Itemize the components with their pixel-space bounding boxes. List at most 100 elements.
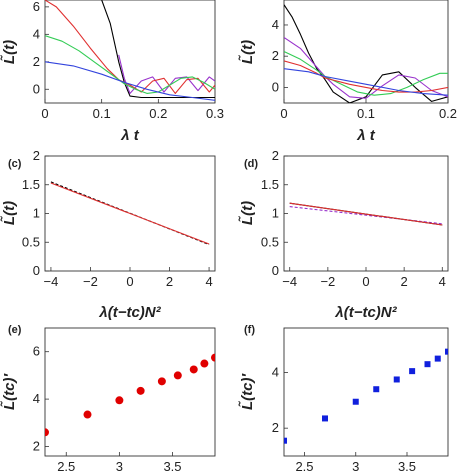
- panel-e-frame: [44, 327, 216, 457]
- panel-b-series-2-line: [284, 51, 448, 96]
- panel-f-ytick-label: 4: [272, 365, 279, 380]
- panel-a-frame: [44, 0, 216, 104]
- panel-a: 0 0.1 0.2 0.3 0 2 4 6 λ t L̃(t): [0, 0, 224, 144]
- panel-d-ytick-label: 1.5: [261, 177, 279, 192]
- panel-f: (f) 2.5 3 3.5 2 4 L̃(tc)′: [238, 324, 449, 474]
- panel-f-xtick-label: 3.5: [398, 459, 416, 474]
- panel-d-xtick-label: 2: [401, 274, 408, 289]
- panel-e-xtick-label: 3.5: [163, 459, 181, 474]
- panel-f-frame: [283, 327, 449, 457]
- panel-a-xtick-label: 0.1: [93, 106, 111, 121]
- panel-a-series-2-line: [45, 0, 215, 94]
- panel-c-ytick-label: 0: [33, 263, 40, 278]
- panel-c-ytick-label: 1.5: [22, 177, 40, 192]
- panel-f-ticks: 2.5 3 3.5 2 4: [272, 365, 416, 474]
- panel-e-label: (e): [8, 324, 22, 336]
- panel-a-xtick-label: 0.3: [206, 106, 224, 121]
- panel-f-point: [322, 415, 328, 422]
- panel-a-xlabel: λ t: [120, 127, 140, 144]
- panel-b-xtick-label: 0.2: [439, 106, 457, 121]
- panel-f-ytick-label: 2: [272, 420, 279, 435]
- panel-d-ytick-label: 0: [272, 263, 279, 278]
- panel-a-ytick-label: 4: [33, 26, 40, 41]
- panel-f-point: [393, 376, 400, 383]
- panel-c-ylabel: L̃(t): [0, 201, 18, 225]
- panel-e-point: [115, 396, 124, 405]
- panel-f-xtick-label: 3: [352, 459, 359, 474]
- panel-c-series-1-line: [50, 182, 210, 245]
- panel-e-ytick-label: 4: [33, 391, 40, 406]
- panel-f-series: [284, 348, 448, 444]
- panel-f-point: [409, 368, 416, 375]
- panel-b-xtick-label: 0: [280, 106, 287, 121]
- panel-d-ytick-label: 2: [272, 148, 279, 163]
- panel-a-series-4-line: [45, 61, 215, 101]
- panel-a-ytick-label: 0: [33, 81, 40, 96]
- panel-f-point: [352, 398, 359, 405]
- panel-a-series: [45, 0, 215, 101]
- panel-e-point: [136, 386, 145, 395]
- panel-f-xtick-label: 2.5: [295, 459, 313, 474]
- panel-a-series-0-line: [101, 0, 215, 99]
- panel-e-ticks: 2.5 3 3.5 2 4 6: [33, 344, 182, 474]
- panel-d-xtick-label: −2: [320, 274, 335, 289]
- panel-e-ytick-label: 2: [33, 439, 40, 454]
- panel-f-point: [445, 348, 448, 355]
- panel-d-ticks: −4 −2 0 2 4 0 0.5 1 1.5 2: [261, 148, 446, 289]
- panel-d-xtick-label: 4: [439, 274, 446, 289]
- panel-c-xtick-label: 2: [166, 274, 173, 289]
- panel-d-ylabel: L̃(t): [238, 201, 256, 225]
- panel-b-xtick-label: 0.1: [357, 106, 375, 121]
- panel-b-ylabel: L̃(t): [238, 40, 256, 64]
- panel-c-xtick-label: −4: [44, 274, 59, 289]
- panel-f-point: [424, 361, 431, 368]
- panel-e: (e) 2.5 3 3.5 2 4 6 L̃(tc)′: [0, 324, 216, 474]
- panel-c-xlabel: λ(t−tc)N²: [98, 304, 161, 321]
- panel-f-point: [373, 386, 380, 393]
- panel-c-label: (c): [8, 158, 22, 170]
- panel-d-xlabel: λ(t−tc)N²: [334, 304, 397, 321]
- panel-d-xtick-label: 0: [362, 274, 369, 289]
- panel-e-point: [45, 428, 49, 437]
- panel-a-xtick-label: 0: [41, 106, 48, 121]
- panel-e-point: [157, 377, 166, 386]
- panel-b: 0 0.1 0.2 0 2 4 λ t L̃(t): [238, 0, 457, 144]
- panel-f-label: (f): [244, 324, 255, 336]
- panel-b-ytick-label: 2: [272, 48, 279, 63]
- panel-b-ytick-label: 0: [272, 79, 279, 94]
- panel-e-xtick-label: 3: [116, 459, 123, 474]
- panel-f-point: [434, 355, 441, 362]
- panel-c-ytick-label: 2: [33, 148, 40, 163]
- panel-c: (c) −4 −2 0 2 4 0 0.5 1 1.5 2 λ(t−tc)N² L̃(t): [0, 148, 216, 321]
- panel-e-point: [173, 371, 182, 380]
- panel-a-ylabel: L̃(t): [0, 40, 18, 64]
- panel-b-ytick-label: 4: [272, 17, 279, 32]
- panel-e-point: [83, 410, 92, 419]
- panel-c-ytick-label: 1: [33, 206, 40, 221]
- panel-c-ticks: −4 −2 0 2 4 0 0.5 1 1.5 2: [22, 148, 213, 289]
- panel-d: (d) −4 −2 0 2 4 0 0.5 1 1.5 2 λ(t−tc)N² L̃(t): [238, 148, 449, 321]
- panel-d-label: (d): [244, 158, 258, 170]
- panel-e-point: [200, 359, 209, 368]
- panel-e-ytick-label: 6: [33, 344, 40, 359]
- panel-e-xtick-label: 2.5: [57, 459, 75, 474]
- panel-e-point: [189, 365, 198, 374]
- panel-a-xtick-label: 0.2: [149, 106, 167, 121]
- panel-b-series-3-line: [284, 60, 448, 93]
- panel-d-ytick-label: 0.5: [261, 234, 279, 249]
- panel-b-series-1-line: [284, 37, 448, 99]
- panel-d-ytick-label: 1: [272, 206, 279, 221]
- panel-c-series: [50, 181, 210, 246]
- panel-b-series-4-line: [284, 68, 448, 96]
- panel-b-ticks: 0 0.1 0.2 0 2 4: [272, 17, 457, 121]
- panel-b-series-0-line: [284, 4, 448, 103]
- panel-a-series-1-line: [118, 54, 215, 94]
- panel-a-series-3-line: [45, 35, 215, 94]
- panel-d-series-2-line: [289, 202, 443, 226]
- panel-b-xlabel: λ t: [356, 127, 376, 144]
- panel-f-ylabel: L̃(tc)′: [238, 373, 256, 410]
- panel-e-ylabel: L̃(tc)′: [0, 373, 18, 410]
- panel-b-series: [284, 4, 448, 103]
- panel-a-ytick-label: 2: [33, 54, 40, 69]
